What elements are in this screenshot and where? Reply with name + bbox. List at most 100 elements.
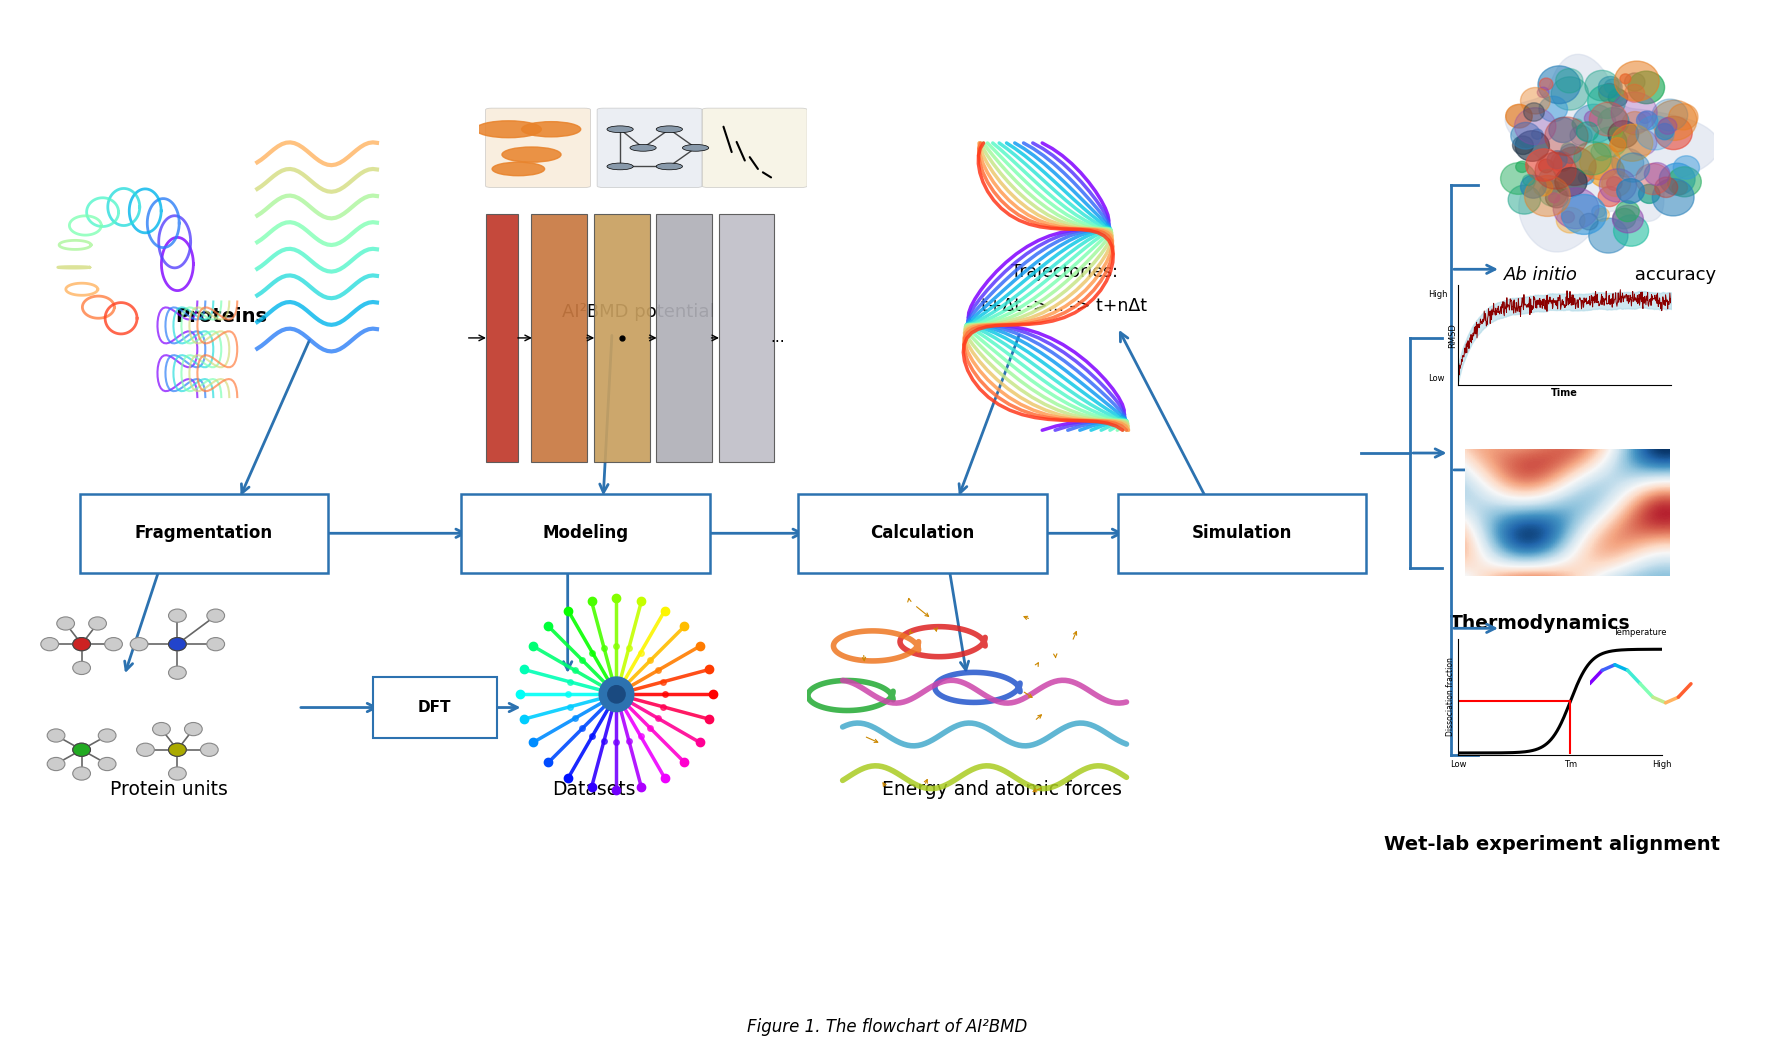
Circle shape [521, 121, 580, 137]
Circle shape [1621, 112, 1647, 135]
FancyBboxPatch shape [598, 108, 702, 188]
Circle shape [1610, 149, 1644, 177]
Circle shape [1573, 142, 1610, 175]
Circle shape [129, 638, 147, 650]
Text: Figure 1. The flowchart of AI²BMD: Figure 1. The flowchart of AI²BMD [746, 1018, 1027, 1037]
Circle shape [1658, 118, 1675, 134]
Circle shape [1539, 182, 1566, 206]
Circle shape [656, 163, 683, 170]
FancyBboxPatch shape [372, 677, 496, 738]
Circle shape [683, 145, 709, 151]
Circle shape [1553, 168, 1587, 196]
Circle shape [1560, 211, 1574, 223]
Circle shape [1592, 127, 1626, 157]
Text: t+Δt ->... -> t+nΔt: t+Δt ->... -> t+nΔt [980, 297, 1147, 316]
Circle shape [1555, 207, 1583, 233]
Circle shape [1534, 152, 1576, 189]
FancyBboxPatch shape [594, 213, 649, 463]
Circle shape [1626, 129, 1656, 155]
Circle shape [48, 757, 66, 771]
Circle shape [1672, 181, 1686, 194]
Text: Ab initio: Ab initio [1504, 265, 1578, 284]
Circle shape [1537, 96, 1567, 121]
Circle shape [1525, 149, 1560, 182]
Circle shape [1523, 175, 1569, 216]
Circle shape [1512, 136, 1532, 154]
Circle shape [1590, 205, 1605, 218]
Circle shape [1597, 83, 1619, 102]
Circle shape [200, 743, 218, 756]
Circle shape [1514, 162, 1528, 172]
Circle shape [1628, 71, 1663, 103]
Circle shape [98, 729, 115, 742]
Circle shape [1505, 105, 1532, 128]
Circle shape [599, 677, 633, 712]
Circle shape [1597, 187, 1621, 207]
Circle shape [1553, 188, 1597, 229]
Circle shape [606, 126, 633, 133]
Circle shape [1537, 88, 1548, 97]
Circle shape [1606, 120, 1638, 148]
FancyBboxPatch shape [486, 213, 518, 463]
Circle shape [1635, 164, 1670, 194]
Circle shape [1597, 108, 1628, 135]
FancyBboxPatch shape [461, 494, 709, 572]
Circle shape [168, 767, 186, 780]
Circle shape [629, 145, 656, 151]
Circle shape [1555, 69, 1582, 93]
Circle shape [73, 743, 90, 756]
FancyBboxPatch shape [656, 213, 711, 463]
Circle shape [1537, 159, 1553, 173]
Circle shape [1658, 164, 1695, 195]
FancyBboxPatch shape [798, 494, 1046, 572]
Circle shape [1571, 105, 1615, 143]
Circle shape [1668, 103, 1697, 130]
Text: Calculation: Calculation [871, 524, 973, 543]
Circle shape [1569, 126, 1592, 146]
Text: Wet-lab experiment alignment: Wet-lab experiment alignment [1383, 835, 1720, 854]
Polygon shape [1505, 54, 1718, 252]
Text: Temperature: Temperature [1612, 627, 1665, 637]
Circle shape [168, 743, 186, 756]
Circle shape [1612, 205, 1642, 233]
Text: accuracy: accuracy [1628, 265, 1714, 284]
Circle shape [1597, 169, 1636, 202]
Circle shape [57, 617, 74, 630]
Circle shape [1578, 213, 1597, 230]
Circle shape [1587, 155, 1624, 188]
Circle shape [1619, 74, 1629, 83]
Circle shape [1615, 178, 1644, 204]
Text: Datasets: Datasets [551, 780, 637, 799]
Circle shape [1530, 129, 1543, 139]
Circle shape [1590, 143, 1610, 161]
Circle shape [1636, 111, 1656, 130]
Circle shape [1548, 193, 1558, 203]
Circle shape [1578, 144, 1619, 180]
Circle shape [168, 666, 186, 679]
Text: AI²BMD potential: AI²BMD potential [562, 302, 715, 321]
Circle shape [1550, 77, 1587, 110]
Circle shape [168, 638, 186, 650]
Circle shape [1601, 171, 1629, 196]
Circle shape [137, 743, 154, 756]
Circle shape [1500, 163, 1535, 194]
Text: Low: Low [1427, 375, 1445, 383]
Circle shape [502, 147, 560, 163]
Circle shape [168, 743, 186, 756]
Circle shape [1551, 147, 1596, 186]
Circle shape [1594, 208, 1608, 222]
Circle shape [207, 638, 225, 650]
Circle shape [1613, 61, 1658, 101]
Circle shape [98, 757, 115, 771]
Circle shape [1624, 84, 1644, 102]
Circle shape [1519, 88, 1550, 114]
Circle shape [1523, 102, 1544, 121]
FancyBboxPatch shape [80, 494, 328, 572]
Circle shape [1610, 127, 1622, 138]
Text: Fragmentation: Fragmentation [135, 524, 273, 543]
Circle shape [1615, 153, 1649, 182]
Circle shape [1654, 116, 1691, 150]
FancyBboxPatch shape [486, 108, 590, 188]
Circle shape [73, 767, 90, 780]
Circle shape [1539, 78, 1551, 90]
